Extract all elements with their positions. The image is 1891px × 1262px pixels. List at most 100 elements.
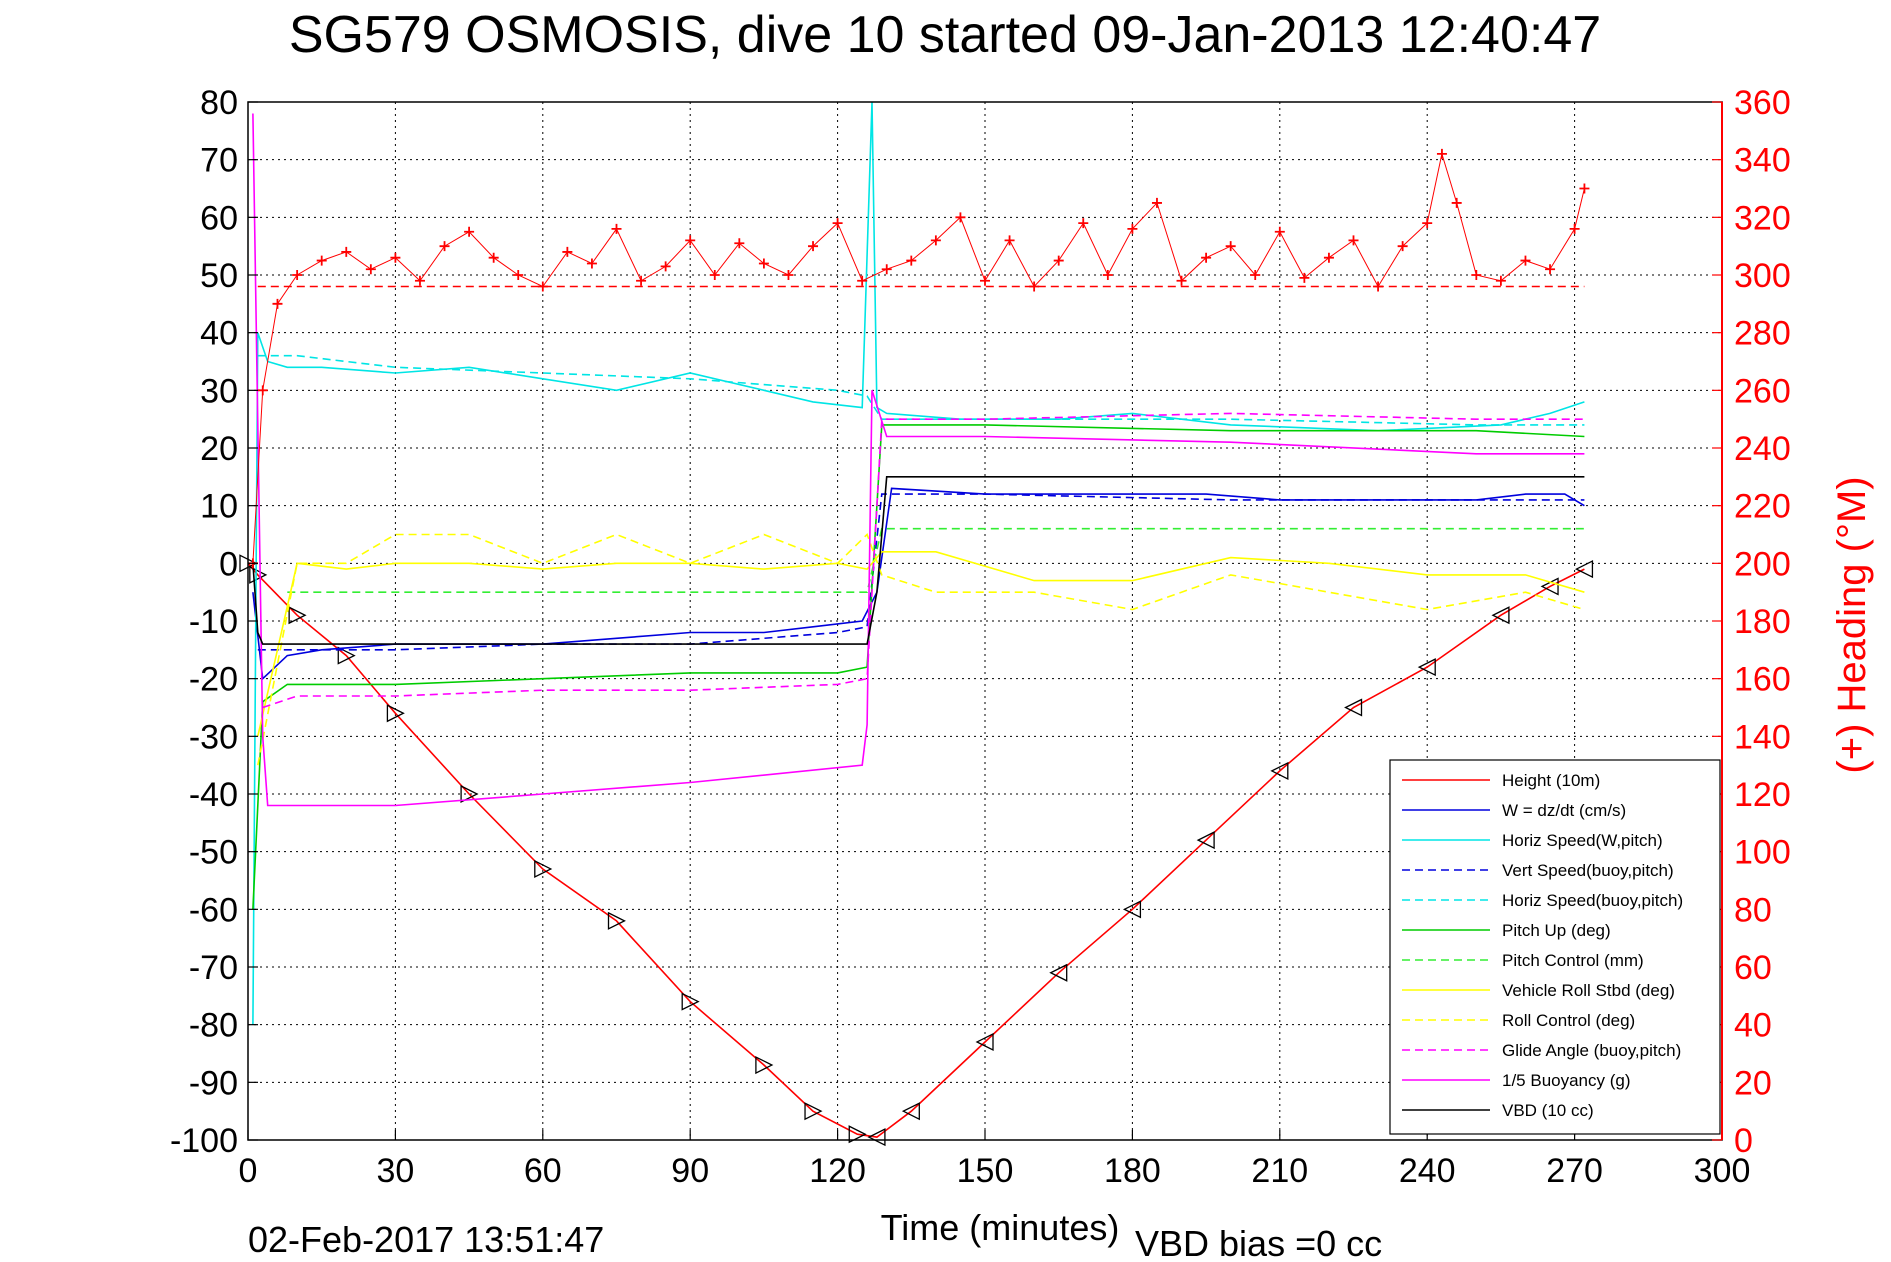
series-line: [247, 562, 1585, 1138]
y-right-tick-label: 260: [1734, 372, 1791, 410]
chart-title: SG579 OSMOSIS, dive 10 started 09-Jan-20…: [289, 6, 1601, 64]
series-heading: [247, 148, 1590, 569]
legend-entry: Pitch Control (mm): [1402, 951, 1644, 970]
axes: [247, 101, 1723, 1141]
y-tick-label: -30: [189, 718, 238, 756]
series-horiz-speed-buoy-pitch: [257, 354, 1585, 426]
legend-label: Glide Angle (buoy,pitch): [1502, 1041, 1681, 1060]
series-line: [257, 493, 1585, 651]
legend-label: Height (10m): [1502, 771, 1600, 790]
height-point: [1417, 658, 1436, 677]
height-point: [460, 784, 479, 804]
x-tick-label: 0: [239, 1152, 258, 1190]
legend-label: Roll Control (deg): [1502, 1011, 1635, 1030]
y-right-tick-label: 100: [1734, 834, 1791, 872]
legend-entry: W = dz/dt (cm/s): [1402, 801, 1626, 820]
y-tick-label: 50: [200, 257, 238, 295]
series-line: [252, 424, 1585, 910]
y-tick-label: 10: [200, 488, 238, 526]
y-right-axis-label: (+) Heading (°M): [1830, 476, 1874, 773]
legend: Height (10m) W = dz/dt (cm/s) Horiz Speed(…: [1389, 759, 1721, 1135]
series-roll-control-deg: [257, 533, 1585, 766]
y-right-tick-label: 280: [1734, 315, 1791, 353]
height-point: [534, 859, 553, 879]
y-tick-label: 0: [219, 545, 238, 583]
legend-entry: 1/5 Buoyancy (g): [1402, 1071, 1631, 1090]
x-tick-label: 90: [671, 1152, 709, 1190]
legend-entry: Roll Control (deg): [1402, 1011, 1635, 1030]
height-point: [607, 911, 626, 930]
y-tick-label: -70: [189, 949, 238, 987]
y-tick-label: -100: [170, 1122, 238, 1160]
series-1-5-buoyancy-g: [252, 113, 1585, 807]
x-tick-label: 300: [1694, 1152, 1751, 1190]
x-tick-label: 270: [1546, 1152, 1603, 1190]
series-line: [257, 550, 1585, 737]
series-line: [257, 354, 1585, 426]
height-point: [1049, 963, 1068, 982]
y-tick-label: 60: [200, 199, 238, 237]
heading-trace: [252, 153, 1585, 564]
y-tick-label: 30: [200, 372, 238, 410]
series-vehicle-roll-stbd-deg: [257, 550, 1585, 737]
height-point: [249, 565, 268, 584]
height-point: [1491, 606, 1510, 625]
y-tick-label: -90: [189, 1064, 238, 1102]
y-right-tick-label: 180: [1734, 603, 1791, 641]
plot-area: [239, 101, 1594, 1147]
y-right-tick-label: 80: [1734, 891, 1772, 929]
y-right-tick-label: 220: [1734, 488, 1791, 526]
height-point: [804, 1102, 823, 1121]
legend-entry: Horiz Speed(buoy,pitch): [1402, 891, 1683, 910]
y-tick-label: -20: [189, 661, 238, 699]
y-right-tick-label: 20: [1734, 1064, 1772, 1102]
height-point: [867, 1128, 886, 1147]
y-tick-label: -60: [189, 891, 238, 929]
y-right-tick-label: 40: [1734, 1007, 1772, 1045]
x-tick-label: 240: [1399, 1152, 1456, 1190]
series-pitch-control-mm: [287, 527, 1585, 594]
y-right-tick-label: 240: [1734, 430, 1791, 468]
y-right-tick-label: 360: [1734, 84, 1791, 122]
legend-label: VBD (10 cc): [1502, 1101, 1594, 1120]
series-line: [252, 101, 1585, 1025]
y-tick-label: 70: [200, 142, 238, 180]
legend-label: 1/5 Buoyancy (g): [1502, 1071, 1631, 1090]
footer-date: 02-Feb-2017 13:51:47: [248, 1219, 604, 1260]
y-right-tick-label: 140: [1734, 718, 1791, 756]
series-line: [287, 527, 1585, 594]
series-vert-speed-buoy-pitch: [257, 493, 1585, 651]
x-tick-label: 210: [1251, 1152, 1308, 1190]
x-tick-label: 60: [524, 1152, 562, 1190]
x-tick-label: 120: [809, 1152, 866, 1190]
height-point: [1122, 900, 1142, 919]
series-glide-angle-buoy-pitch: [262, 412, 1585, 709]
y-tick-label: 20: [200, 430, 238, 468]
y-right-tick-label: 160: [1734, 661, 1791, 699]
legend-label: Vert Speed(buoy,pitch): [1502, 861, 1674, 880]
series-height-10m: [239, 554, 1594, 1147]
series-line: [252, 487, 1585, 681]
legend-label: Horiz Speed(buoy,pitch): [1502, 891, 1683, 910]
height-point: [1270, 761, 1289, 780]
legend-entry: Vehicle Roll Stbd (deg): [1402, 981, 1675, 1000]
legend-label: W = dz/dt (cm/s): [1502, 801, 1626, 820]
y-tick-label: -80: [189, 1007, 238, 1045]
y-right-tick-label: 320: [1734, 199, 1791, 237]
x-axis-label: Time (minutes): [881, 1207, 1120, 1248]
y-tick-label: -40: [189, 776, 238, 814]
series-vbd-10-cc: [252, 475, 1585, 645]
height-point: [288, 606, 307, 625]
y-right-tick-label: 60: [1734, 949, 1772, 987]
x-tick-label: 30: [376, 1152, 414, 1190]
series-line: [252, 113, 1585, 807]
height-point: [755, 1055, 774, 1075]
legend-box: [1389, 759, 1721, 1135]
y-right-tick-label: 120: [1734, 776, 1791, 814]
legend-entry: Horiz Speed(W,pitch): [1402, 831, 1663, 850]
legend-label: Pitch Up (deg): [1502, 921, 1611, 940]
series-horiz-speed-w-pitch: [252, 101, 1585, 1025]
y-right-tick-label: 300: [1734, 257, 1791, 295]
y-right-tick-label: 0: [1734, 1122, 1753, 1160]
